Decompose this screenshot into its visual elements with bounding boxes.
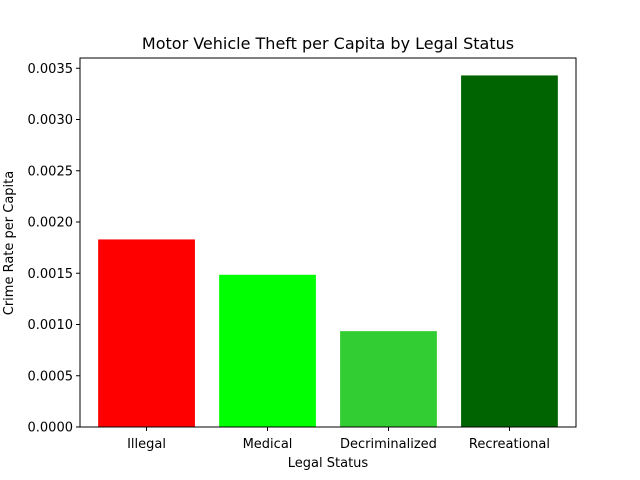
- y-tick-label-4: 0.0020: [28, 216, 74, 231]
- bars-group: [98, 75, 558, 428]
- x-axis: Illegal Medical Decriminalized Recreational: [127, 427, 550, 452]
- bar-recreational: [461, 75, 558, 428]
- x-tick-label-decriminalized: Decriminalized: [340, 437, 437, 452]
- plot-frame: [79, 57, 577, 428]
- x-tick-label-illegal: Illegal: [127, 437, 166, 452]
- y-tick-label-0: 0.0000: [28, 421, 74, 436]
- y-tick-label-5: 0.0025: [28, 164, 74, 179]
- y-tick-label-2: 0.0010: [28, 318, 74, 333]
- bar-medical: [219, 274, 316, 427]
- y-axis-label: Crime Rate per Capita: [2, 171, 17, 315]
- bar-illegal: [98, 239, 195, 427]
- x-axis-label: Legal Status: [288, 456, 369, 471]
- y-tick-label-7: 0.0035: [28, 62, 74, 77]
- x-tick-label-medical: Medical: [243, 437, 293, 452]
- x-tick-label-recreational: Recreational: [469, 437, 550, 452]
- y-axis: 0.0000 0.0005 0.0010 0.0015 0.0020 0.0025 0.00…: [28, 62, 80, 436]
- y-tick-label-1: 0.0005: [28, 369, 74, 384]
- bar-decriminalized: [340, 331, 437, 427]
- chart-title: Motor Vehicle Theft per Capita by Legal …: [142, 34, 514, 53]
- y-tick-label-3: 0.0015: [28, 267, 74, 282]
- y-tick-label-6: 0.0030: [28, 113, 74, 128]
